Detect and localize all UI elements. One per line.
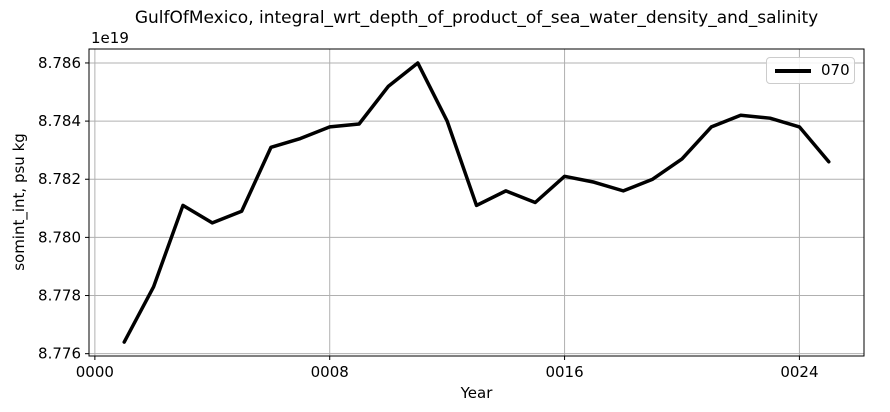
y-tick-label: 8.786 <box>38 54 81 72</box>
axes-frame <box>88 48 865 357</box>
x-tick-label: 0016 <box>545 363 583 381</box>
y-axis-offset-text: 1e19 <box>91 29 129 47</box>
legend-label: 070 <box>821 61 850 79</box>
y-tick-label: 8.782 <box>38 170 81 188</box>
x-tick-label: 0008 <box>311 363 349 381</box>
chart-title: GulfOfMexico, integral_wrt_depth_of_prod… <box>134 8 819 28</box>
y-tick-label: 8.778 <box>38 287 81 305</box>
y-tick-label: 8.780 <box>38 228 81 246</box>
y-tick-label: 8.776 <box>38 345 81 363</box>
legend: 070 <box>766 57 855 84</box>
series-line-070 <box>122 61 831 344</box>
x-axis-label: Year <box>460 384 493 402</box>
legend-line-sample-icon <box>775 68 811 73</box>
x-tick-label: 0000 <box>76 363 114 381</box>
x-tick-label: 0024 <box>780 363 818 381</box>
y-tick-label: 8.784 <box>38 112 81 130</box>
